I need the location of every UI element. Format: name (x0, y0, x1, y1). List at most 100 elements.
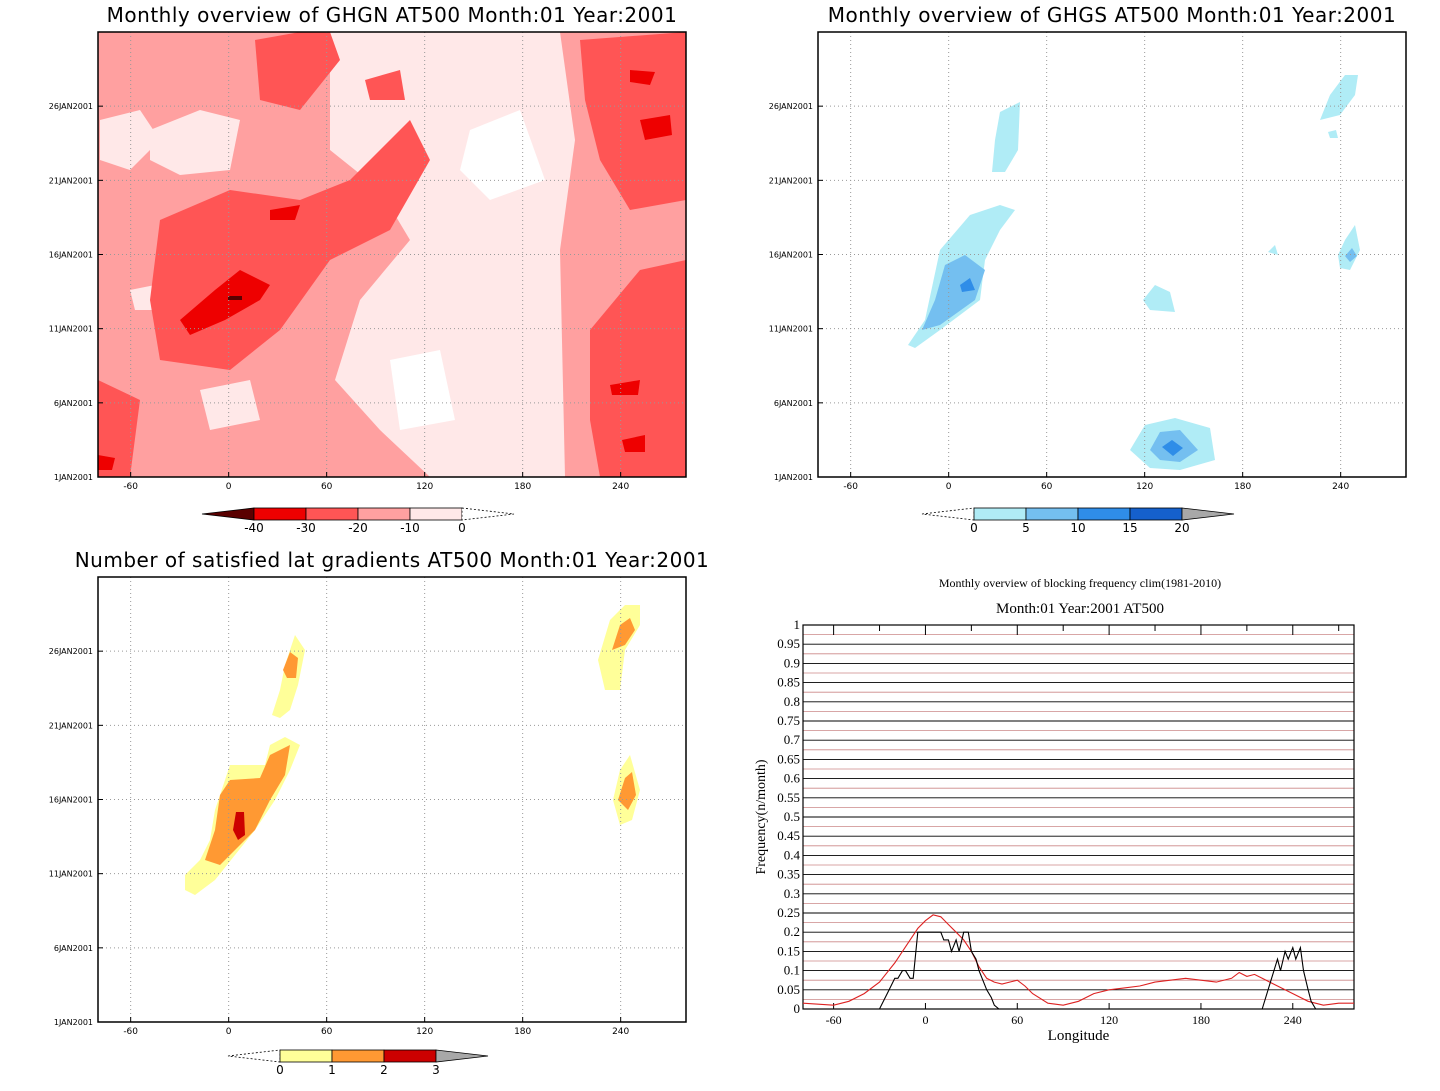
y-tick-label: 0.9 (784, 655, 800, 670)
colorbar-label: -20 (348, 521, 368, 535)
y-tick-label: 0.45 (777, 828, 800, 843)
x-tick-label: 240 (1284, 1013, 1302, 1027)
colorbar-label: -40 (244, 521, 264, 535)
x-tick-label: 180 (1192, 1013, 1210, 1027)
x-tick-label: 0 (946, 482, 952, 492)
contour-region (390, 350, 455, 430)
contour-layer (98, 32, 686, 477)
y-tick-label: 26JAN2001 (49, 647, 93, 656)
y-tick-label: 1 (794, 617, 801, 632)
colorbar-segment (357, 507, 411, 521)
ghgn-panel: Monthly overview of GHGN AT500 Month:01 … (49, 3, 687, 535)
x-tick-label: 60 (321, 1027, 333, 1037)
chart-subtitle: Month:01 Year:2001 AT500 (996, 601, 1164, 617)
colorbar-label: 1 (328, 1063, 336, 1077)
x-tick-label: 60 (321, 482, 333, 492)
colorbar-segment (253, 507, 307, 521)
contour-region (180, 270, 270, 335)
y-tick-label: 0.1 (784, 963, 800, 978)
contour-region (1320, 75, 1358, 120)
chart-title: Monthly overview of blocking frequency c… (939, 576, 1221, 590)
colorbar-segment (973, 507, 1027, 521)
y-tick-label: 0.7 (784, 732, 801, 747)
colorbar-segment (279, 1049, 333, 1063)
y-tick-label: 1JAN2001 (774, 473, 813, 482)
observed-line (803, 931, 1354, 1010)
x-tick-label: 120 (416, 1027, 433, 1037)
y-tick-label: 0.95 (777, 636, 800, 651)
contour-region (150, 110, 240, 175)
y-tick-label: 1JAN2001 (54, 1018, 93, 1027)
y-tick-label: 21JAN2001 (49, 176, 93, 185)
y-tick-label: 0.5 (784, 809, 800, 824)
colorbar-arrow (201, 507, 255, 521)
colorbar: 0 5 10 15 20 (921, 507, 1235, 535)
colorbar-label: 3 (432, 1063, 440, 1077)
y-tick-label: 6JAN2001 (54, 944, 93, 953)
x-tick-label: 0 (922, 1013, 928, 1027)
y-tick-label: 0.85 (777, 675, 800, 690)
x-tick-label: 120 (1136, 482, 1153, 492)
x-tick-label: 0 (226, 1027, 232, 1037)
contour-region (100, 110, 160, 170)
colorbar-segment (409, 507, 463, 521)
x-tick-label: -60 (123, 1027, 138, 1037)
y-tick-label: 16JAN2001 (49, 796, 93, 805)
chart-title: Monthly overview of GHGN AT500 Month:01 … (107, 3, 678, 27)
contour-region (640, 115, 672, 140)
x-tick-label: 240 (612, 482, 629, 492)
contour-region (612, 618, 635, 650)
x-tick-label: 180 (514, 1027, 531, 1037)
contour-region (228, 296, 242, 300)
colorbar-label: 0 (458, 521, 466, 535)
colorbar-segment (1129, 507, 1183, 521)
contour-region (960, 278, 975, 292)
y-tick-label: 0.05 (777, 982, 800, 997)
y-tick-label: 26JAN2001 (769, 102, 813, 111)
contour-region (622, 435, 645, 452)
y-tick-label: 0.25 (777, 905, 800, 920)
contour-region (200, 380, 260, 430)
x-tick-label: -60 (843, 482, 858, 492)
contour-region (1143, 285, 1175, 312)
y-tick-label: 0.2 (784, 924, 800, 939)
y-tick-label: 11JAN2001 (49, 870, 93, 879)
contour-region (283, 652, 298, 678)
colorbar-arrow (1181, 507, 1235, 521)
colorbar-label: 10 (1070, 521, 1085, 535)
y-tick-label: 6JAN2001 (774, 399, 813, 408)
y-tick-label: 0.55 (777, 790, 800, 805)
contour-region (1268, 245, 1278, 255)
colorbar: -40 -30 -20 -10 0 (201, 507, 515, 535)
colorbar-label: 5 (1022, 521, 1030, 535)
colorbar-arrow (227, 1049, 281, 1063)
y-tick-label: 0.35 (777, 867, 800, 882)
colorbar-label: 2 (380, 1063, 388, 1077)
y-tick-label: 6JAN2001 (54, 399, 93, 408)
x-tick-label: 120 (416, 482, 433, 492)
colorbar-label: 0 (276, 1063, 284, 1077)
y-tick-label: 16JAN2001 (769, 251, 813, 260)
y-axis-label: Frequency(n/month) (754, 759, 769, 874)
contour-region (98, 455, 115, 470)
colorbar-segment (331, 1049, 385, 1063)
contour-region (233, 812, 245, 840)
colorbar-arrow (461, 507, 515, 521)
ghgs-panel: Monthly overview of GHGS AT500 Month:01 … (769, 3, 1407, 535)
contour-region (598, 605, 640, 690)
contour-region (205, 745, 290, 865)
y-tick-label: 0.4 (784, 847, 801, 862)
contour-region (98, 380, 140, 477)
contour-region (1338, 225, 1360, 270)
contour-region (590, 260, 686, 477)
x-tick-label: 60 (1041, 482, 1053, 492)
colorbar-segment (305, 507, 359, 521)
x-tick-label: -60 (123, 482, 138, 492)
y-tick-label: 0.15 (777, 943, 800, 958)
y-tick-label: 11JAN2001 (769, 325, 813, 334)
contour-layer (908, 75, 1360, 470)
y-tick-label: 1JAN2001 (54, 473, 93, 482)
contour-region (580, 32, 686, 210)
y-tick-label: 0 (794, 1001, 801, 1016)
colorbar-label: -10 (400, 521, 420, 535)
